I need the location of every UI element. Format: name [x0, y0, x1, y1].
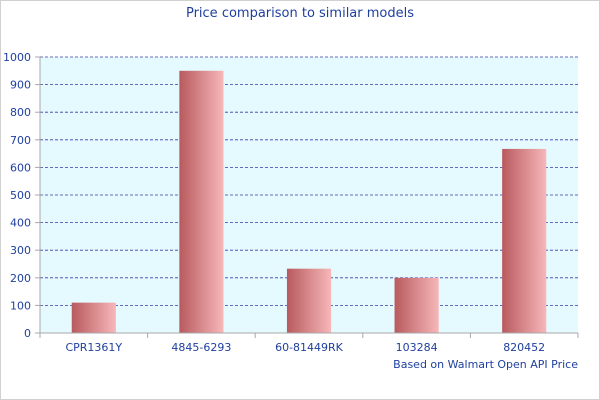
source-annotation: Based on Walmart Open API Price	[393, 358, 578, 371]
y-tick-label: 400	[10, 217, 31, 230]
axes	[35, 56, 579, 338]
bar-60-81449RK	[286, 268, 332, 333]
y-tick-label: 900	[10, 79, 31, 92]
y-tick-label: 800	[10, 106, 31, 119]
x-tick-labels: CPR1361Y 4845-6293 60-81449RK 103284 820452	[65, 341, 545, 354]
x-tick-label: 820452	[503, 341, 545, 354]
y-tick-label: 1000	[3, 51, 31, 64]
bars	[71, 70, 547, 334]
x-tick-label: 60-81449RK	[275, 341, 344, 354]
bar-103284	[394, 277, 439, 333]
y-tick-label: 600	[10, 161, 31, 174]
bar-4845-6293	[179, 70, 224, 334]
chart-title: Price comparison to similar models	[186, 6, 414, 21]
x-tick-label: 4845-6293	[171, 341, 231, 354]
y-tick-label: 200	[10, 272, 31, 285]
y-tick-label: 500	[10, 189, 31, 202]
x-tick-label: 103284	[396, 341, 438, 354]
y-tick-label: 100	[10, 299, 31, 312]
y-tick-label: 700	[10, 134, 31, 147]
y-tick-labels: 0 100 200 300 400 500 600 700 800 900 1000	[3, 51, 31, 340]
x-tick-label: CPR1361Y	[65, 341, 122, 354]
bar-820452	[502, 148, 547, 333]
y-tick-label: 300	[10, 244, 31, 257]
bar-CPR1361Y	[71, 302, 116, 333]
y-tick-label: 0	[24, 327, 31, 340]
